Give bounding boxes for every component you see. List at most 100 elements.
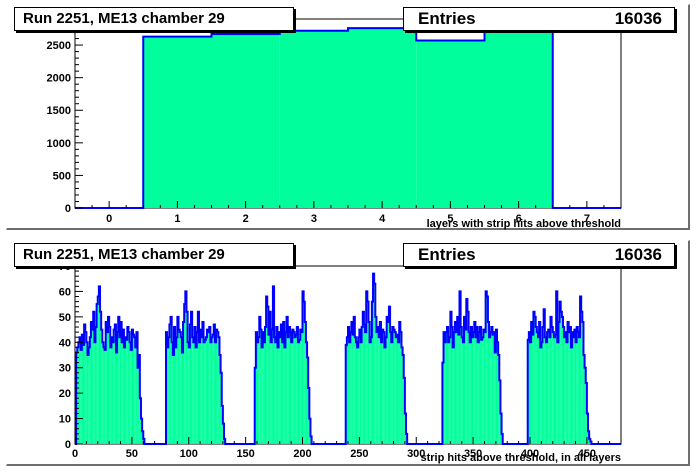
bottom-x-tick-label: 100	[180, 448, 198, 460]
bottom-bin-bar	[210, 342, 212, 444]
bottom-bin-bar	[349, 342, 351, 444]
bottom-bin-bar	[82, 344, 85, 444]
bottom-bin-bar	[443, 332, 445, 444]
bottom-bin-bar	[131, 329, 134, 444]
bottom-bin-bar	[353, 316, 355, 444]
bottom-bin-bar	[569, 327, 571, 444]
bottom-bin-bar	[471, 337, 474, 444]
bottom-stats-box: Entries 16036	[403, 243, 675, 267]
bottom-bin-bar	[580, 296, 582, 444]
bottom-stats-value: 16036	[614, 245, 662, 264]
top-stats-label: Entries	[418, 9, 476, 28]
bottom-bin-bar	[93, 311, 95, 444]
bottom-bin-bar	[168, 337, 170, 444]
bottom-bin-bar	[373, 273, 375, 444]
bottom-bin-bar	[449, 337, 451, 444]
bottom-bin-bar	[188, 347, 190, 444]
bottom-bin-bar	[171, 342, 173, 444]
bottom-y-tick-label: 10	[59, 414, 71, 426]
bottom-bin-bar	[576, 327, 578, 444]
bottom-bin-bar	[121, 342, 123, 444]
bottom-x-axis-title: strip hits above threshold, in all layer…	[420, 452, 621, 464]
bottom-bin-bar	[470, 327, 472, 444]
bottom-bin-bar	[494, 352, 496, 444]
bottom-bin-bar	[172, 355, 174, 444]
bottom-bin-bar	[267, 306, 269, 444]
bottom-bin-bar	[118, 316, 120, 444]
bottom-bin-bar	[216, 329, 218, 444]
bottom-bin-bar	[469, 342, 471, 444]
bottom-bin-bar	[542, 327, 544, 444]
bottom-bin-bar	[564, 337, 566, 444]
bottom-bin-bar	[465, 329, 467, 444]
bottom-bin-bar	[181, 352, 184, 444]
bottom-y-tick-label: 50	[59, 312, 71, 324]
bottom-stats-label: Entries	[418, 245, 476, 264]
bottom-bin-bar	[402, 355, 404, 444]
bottom-bin-bar	[271, 329, 273, 444]
bottom-bin-bar	[208, 332, 210, 444]
bottom-bin-bar	[282, 342, 284, 444]
bottom-bin-bar	[531, 321, 533, 444]
bottom-bin-bar	[96, 304, 98, 444]
bottom-bin-bar	[577, 332, 579, 444]
top-y-tick-label: 1500	[47, 105, 71, 117]
bottom-bin-bar	[458, 334, 460, 444]
bottom-bin-bar	[262, 332, 264, 444]
bottom-bin-bar	[211, 337, 213, 444]
bottom-bin-bar	[112, 342, 114, 444]
bottom-bin-bar	[84, 324, 86, 444]
bottom-bin-bar	[138, 355, 140, 444]
bottom-bin-bar	[556, 291, 558, 444]
top-stats-box: Entries 16036	[403, 7, 675, 31]
bottom-bin-bar	[100, 311, 102, 444]
bottom-bin-bar	[220, 372, 222, 444]
bottom-bin-bar	[452, 347, 454, 444]
bottom-bin-bar	[495, 329, 498, 444]
bottom-bin-bar	[444, 342, 446, 444]
bottom-bin-bar	[581, 311, 583, 444]
bottom-bin-bar	[263, 342, 265, 444]
bottom-bin-bar	[289, 332, 292, 444]
bottom-bin-bar	[573, 337, 575, 444]
bottom-bin-bar	[212, 334, 214, 444]
bottom-bin-bar	[555, 334, 557, 444]
bottom-bin-bar	[553, 337, 556, 444]
bottom-bin-bar	[113, 329, 115, 444]
bottom-bin-bar	[498, 355, 500, 444]
bottom-bin-bar	[280, 324, 283, 444]
bottom-bin-bar	[196, 332, 198, 444]
bottom-bin-bar	[359, 329, 361, 444]
bottom-bin-bar	[575, 342, 577, 444]
bottom-bin-bar	[492, 334, 494, 444]
bottom-bin-bar	[260, 329, 262, 444]
bottom-bin-bar	[367, 301, 369, 444]
bottom-bin-bar	[474, 321, 476, 444]
bottom-bin-bar	[393, 329, 395, 444]
bottom-bin-bar	[380, 342, 383, 444]
bottom-bin-bar	[540, 347, 542, 444]
bottom-bin-bar	[545, 342, 548, 444]
bottom-bin-bar	[187, 342, 189, 444]
bottom-bin-bar	[375, 316, 377, 444]
top-histogram-title: Run 2251, ME13 chamber 29	[14, 7, 294, 31]
top-x-axis-title: layers with strip hits above threshold	[427, 218, 621, 230]
top-bin-bar	[279, 30, 348, 209]
bottom-bin-bar	[534, 316, 536, 444]
bottom-bin-bar	[528, 332, 530, 444]
bottom-bin-bar	[287, 337, 289, 444]
bottom-bin-bar	[264, 327, 267, 444]
bottom-bin-bar	[400, 332, 402, 444]
bottom-histogram-line	[75, 272, 621, 445]
bottom-bin-bar	[456, 332, 458, 444]
bottom-bin-bar	[548, 329, 550, 444]
bottom-bin-bar	[370, 337, 372, 444]
bottom-bin-bar	[137, 367, 139, 444]
bottom-bin-bar	[97, 296, 99, 444]
bottom-bin-bar	[272, 286, 275, 444]
bottom-bin-bar	[302, 291, 304, 444]
top-x-tick-label: 0	[106, 213, 112, 225]
bottom-bin-bar	[384, 347, 386, 444]
bottom-bin-bar	[355, 342, 358, 444]
